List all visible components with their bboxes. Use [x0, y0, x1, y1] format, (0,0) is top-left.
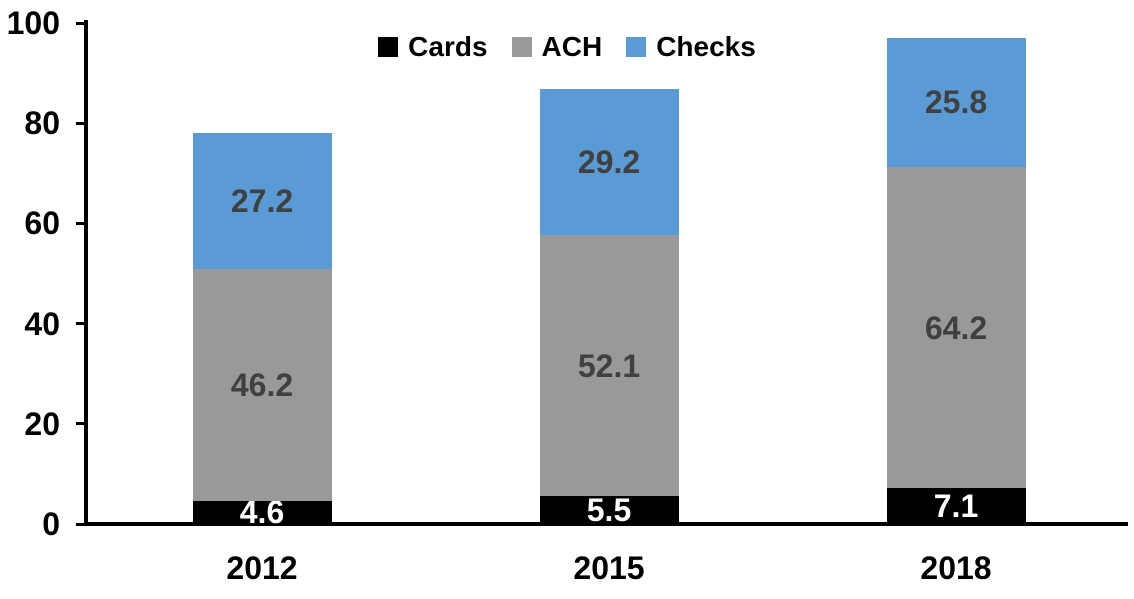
y-axis-tick-label: 20 — [24, 405, 60, 442]
legend-label-ach: ACH — [541, 31, 603, 62]
legend-item-ach: ACH — [511, 31, 603, 62]
x-axis-category-label: 2018 — [920, 550, 992, 586]
x-axis-category-label: 2015 — [573, 550, 645, 586]
bar-value-label: 25.8 — [924, 84, 988, 121]
bar-segment-cards-2012: 4.6 — [192, 496, 332, 528]
bar-value-label: 4.6 — [239, 494, 285, 531]
chart-legend: Cards ACH Checks — [0, 33, 1134, 61]
bar-segment-checks-2012: 27.2 — [192, 133, 332, 270]
y-axis-tick-label: 0 — [42, 506, 60, 542]
y-axis-tick — [76, 322, 87, 326]
legend-swatch-ach-icon — [511, 37, 532, 57]
bar-value-label: 29.2 — [577, 144, 641, 181]
bar-segment-ach-2015: 52.1 — [539, 235, 679, 497]
y-axis-tick — [76, 522, 87, 526]
y-axis-tick-label: 60 — [24, 205, 60, 242]
bar-value-label: 27.2 — [230, 183, 294, 220]
y-axis-tick-label: 100 — [6, 5, 60, 41]
x-axis-line — [84, 522, 1128, 526]
y-axis-tick-label: 40 — [24, 305, 60, 342]
legend-item-cards: Cards — [378, 31, 488, 62]
legend-label-checks: Checks — [656, 31, 756, 62]
bar-segment-ach-2012: 46.2 — [192, 269, 332, 501]
bar-segment-cards-2018: 7.1 — [886, 488, 1026, 525]
y-axis-tick-label: 80 — [24, 105, 60, 142]
bar-segment-cards-2015: 5.5 — [539, 492, 679, 529]
bar-value-label: 7.1 — [933, 488, 979, 525]
legend-swatch-cards-icon — [378, 37, 399, 57]
legend-swatch-checks-icon — [626, 37, 647, 57]
y-axis-tick — [76, 121, 87, 125]
bar-segment-checks-2015: 29.2 — [539, 89, 679, 236]
bar-value-label: 46.2 — [230, 367, 294, 404]
legend-item-checks: Checks — [626, 33, 756, 61]
bar-value-label: 52.1 — [577, 347, 641, 384]
y-axis-tick — [76, 21, 87, 25]
bar-segment-checks-2018: 25.8 — [886, 37, 1026, 167]
bar-segment-ach-2018: 64.2 — [886, 166, 1026, 489]
y-axis-tick — [76, 422, 87, 426]
y-axis-tick — [76, 221, 87, 225]
x-axis-category-label: 2012 — [226, 550, 298, 586]
bar-value-label: 5.5 — [586, 492, 632, 529]
bar-value-label: 64.2 — [924, 309, 988, 346]
legend-label-cards: Cards — [408, 31, 488, 62]
y-axis-line — [84, 20, 88, 526]
